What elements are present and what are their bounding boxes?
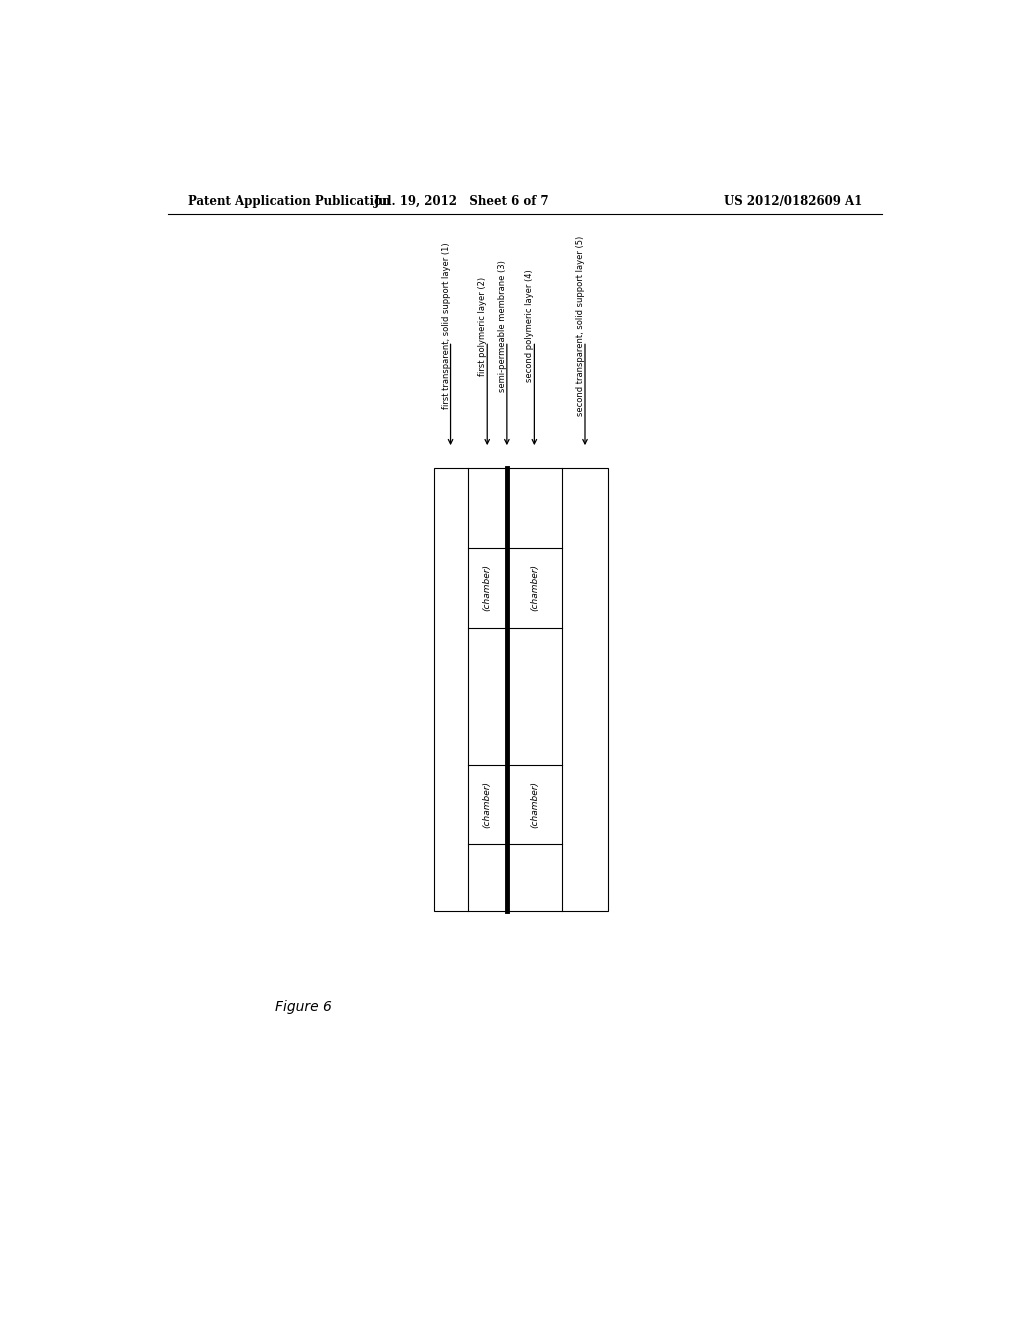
Text: Figure 6: Figure 6 [274,1001,332,1014]
Text: (chamber): (chamber) [482,564,492,611]
Text: first polymeric layer (2): first polymeric layer (2) [478,277,487,376]
Text: (chamber): (chamber) [529,564,539,611]
Text: second polymeric layer (4): second polymeric layer (4) [525,269,535,383]
Text: second transparent, solid support layer (5): second transparent, solid support layer … [575,236,585,416]
Text: (chamber): (chamber) [482,781,492,828]
Text: Jul. 19, 2012   Sheet 6 of 7: Jul. 19, 2012 Sheet 6 of 7 [374,194,549,207]
Text: Patent Application Publication: Patent Application Publication [187,194,390,207]
Text: semi-permeable membrane (3): semi-permeable membrane (3) [498,260,507,392]
Bar [433,469,608,911]
Text: (chamber): (chamber) [529,781,539,828]
Text: first transparent, solid support layer (1): first transparent, solid support layer (… [441,243,451,409]
Text: US 2012/0182609 A1: US 2012/0182609 A1 [724,194,862,207]
